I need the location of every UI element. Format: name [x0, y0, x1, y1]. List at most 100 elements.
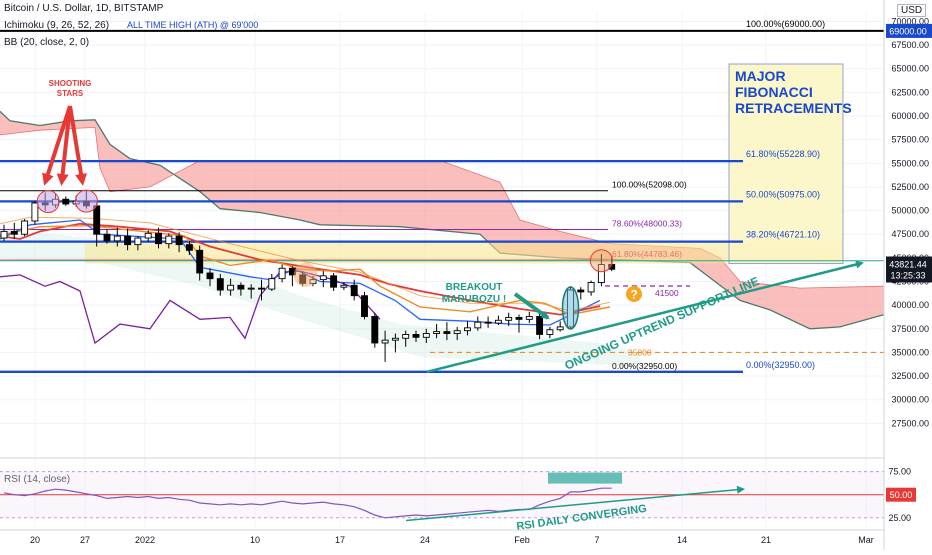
candle-body-0	[0, 230, 8, 239]
currency-label[interactable]: USD	[897, 4, 927, 17]
candle-body-37	[381, 339, 389, 344]
time-tick-7: 7	[594, 535, 599, 545]
candle-body-20	[206, 272, 214, 280]
candle-body-38	[391, 337, 399, 341]
candle-body-23	[237, 284, 245, 290]
candle-body-9	[93, 205, 101, 235]
candle-body-19	[196, 249, 204, 274]
candle-body-42	[433, 331, 441, 334]
symbol-title: Bitcoin / U.S. Dollar, 1D, BITSTAMP	[4, 3, 164, 14]
candle-body-35	[361, 295, 368, 317]
rsi-tick-25: 25.00	[888, 513, 911, 523]
candle-body-46	[474, 321, 482, 329]
support-35000-label: 35000	[628, 347, 652, 357]
price-tick-15: 65000.00	[891, 64, 929, 74]
candle-body-51	[525, 316, 533, 320]
candle-body-3	[31, 202, 39, 222]
resistance-test-circle	[293, 262, 318, 287]
ath-label: ALL TIME HIGH (ATH) @ 69'000	[127, 20, 258, 30]
candle-body-34	[350, 284, 358, 297]
price-badge-0	[886, 23, 932, 38]
candle-body-12	[124, 235, 132, 246]
price-tick-4: 37500.00	[891, 324, 929, 334]
breakout-ellipse	[561, 286, 580, 330]
candle-body-56	[577, 289, 585, 293]
uptrend-line	[426, 260, 864, 374]
rsi-current-label: 50.00	[890, 490, 913, 500]
rsi-trend-line	[405, 485, 745, 522]
breakout-label-1: BREAKOUT	[446, 282, 503, 293]
candle-body-31	[319, 275, 327, 281]
fib-note-box	[728, 63, 844, 265]
fib-short-label-1: 78.60%(48000.33)	[612, 218, 682, 228]
price-axis[interactable]: 27500.00 30000.00 32500.00 35000.00 37500.00…	[883, 0, 932, 550]
bollinger-mid	[0, 216, 611, 312]
fib-short-label-3: 0.00%(32950.00)	[612, 361, 677, 371]
rsi-current-badge	[886, 487, 916, 502]
price-tick-5: 40000.00	[891, 300, 929, 310]
candle-body-44	[453, 330, 461, 334]
price-tick-11: 55000.00	[891, 158, 929, 168]
candle-body-32	[330, 275, 338, 288]
price-tick-10: 52500.00	[891, 182, 929, 192]
candle-body-21	[216, 278, 224, 291]
rsi-title: RSI (14, close)	[4, 474, 70, 485]
bb-legend[interactable]: BB (20, close, 2, 0)	[4, 37, 90, 48]
fib-label-4: 0.00%(32950.00)	[746, 360, 815, 370]
fib-box-line3: RETRACEMENTS	[735, 100, 852, 116]
candle-body-11	[113, 235, 121, 242]
time-axis[interactable]: 20 27 2022 10 17 24 Feb 7 14 21 Mar	[0, 529, 884, 545]
candle-body-16	[165, 235, 173, 245]
time-tick-8: 14	[677, 535, 687, 545]
resistance-zone	[85, 240, 843, 264]
price-tick-8: 47500.00	[891, 229, 929, 239]
candle-body-14	[144, 232, 152, 239]
time-tick-9: 21	[761, 535, 771, 545]
candle-body-27	[278, 267, 286, 280]
candle-body-33	[340, 284, 348, 288]
candle-body-6	[62, 198, 70, 205]
shooting-arrow-2	[68, 105, 87, 186]
price-tick-0: 27500.00	[891, 418, 929, 428]
candle-body-17	[175, 235, 183, 246]
price-tick-2: 32500.00	[891, 371, 929, 381]
breakout-label-2: MARUBOZU !	[442, 294, 506, 305]
fibonacci-levels: 100.00%(69000.00) 61.80%(55228.90) 50.00%(…	[0, 19, 884, 373]
rsi-tick-75: 75.00	[888, 467, 911, 477]
candle-body-47	[484, 321, 492, 324]
shooting-arrow-1	[56, 105, 72, 186]
candle-body-52	[536, 316, 544, 335]
shooting-arrow-0	[42, 105, 72, 186]
candle-body-26	[268, 278, 276, 290]
time-tick-4: 17	[335, 535, 345, 545]
candle-body-22	[227, 284, 235, 291]
candle-body-40	[412, 334, 420, 338]
shooting-star-circle-2	[74, 189, 98, 213]
time-tick-5: 24	[420, 535, 430, 545]
candle-body-54	[556, 326, 564, 331]
time-tick-2: 2022	[135, 535, 155, 545]
price-tick-14: 62500.00	[891, 87, 929, 97]
candle-body-25	[258, 287, 265, 290]
time-tick-3: 10	[250, 535, 260, 545]
breakout-arrow	[513, 292, 550, 320]
fib-short-label-0: 100.00%(52098.00)	[612, 180, 687, 190]
bb-band-fill	[0, 229, 640, 367]
fib-short-label-2: 61.80%(44783.46)	[612, 249, 682, 259]
price-tick-3: 35000.00	[891, 347, 929, 357]
candle-body-58	[597, 264, 605, 283]
kijun-sen	[0, 222, 601, 316]
time-tick-6: Feb	[514, 535, 530, 545]
price-tick-9: 50000.00	[891, 206, 929, 216]
fib-label-0: 100.00%(69000.00)	[746, 19, 825, 29]
fib-label-1: 61.80%(55228.90)	[746, 149, 820, 159]
price-tick-13: 60000.00	[891, 111, 929, 121]
ichimoku-legend[interactable]: Ichimoku (9, 26, 52, 26)	[4, 20, 110, 31]
senkou-span-b	[0, 110, 885, 330]
candle-body-10	[103, 233, 111, 242]
candle-body-50	[515, 316, 523, 320]
candle-body-24	[247, 287, 255, 290]
candle-body-49	[505, 316, 513, 321]
